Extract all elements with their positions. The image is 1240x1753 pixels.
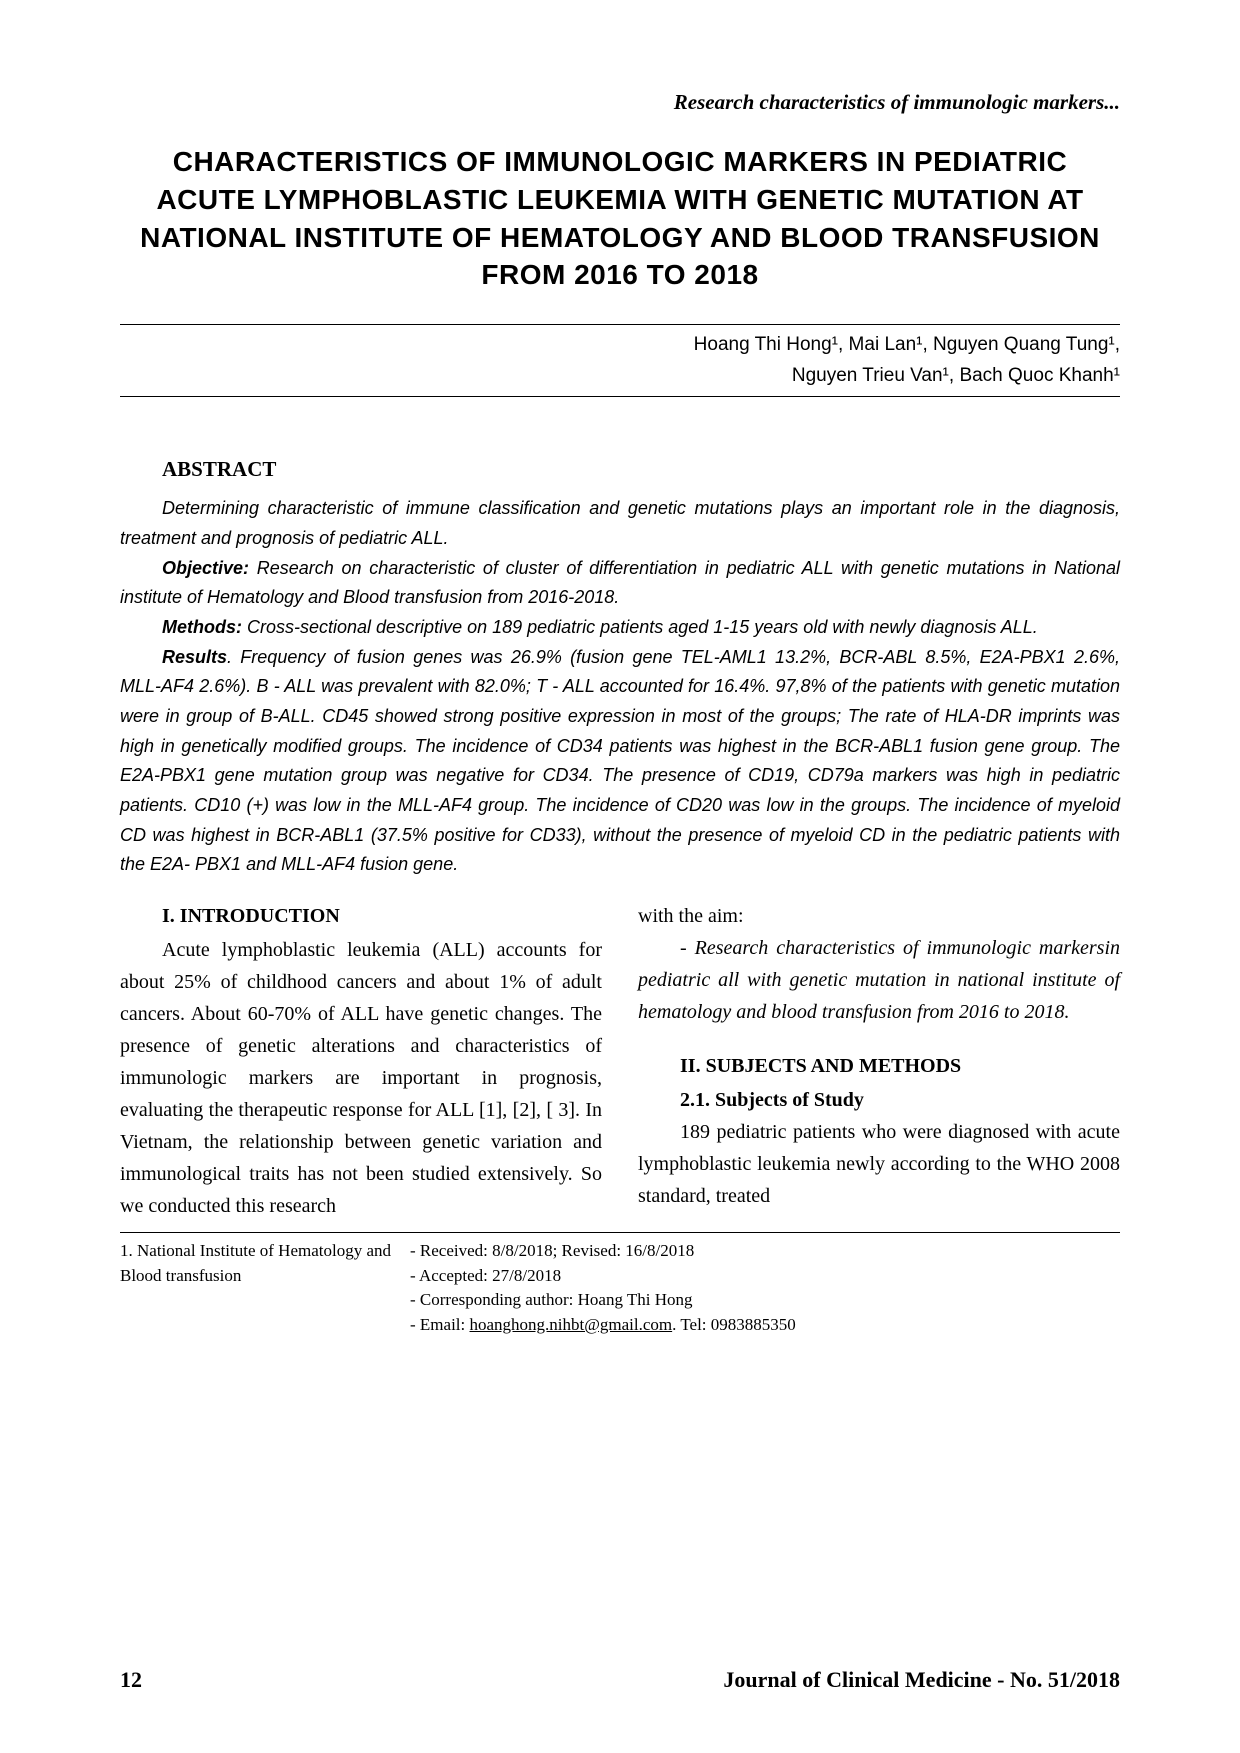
journal-name: Journal of Clinical Medicine - No. 51/20… xyxy=(723,1667,1120,1693)
objective-text: Research on characteristic of cluster of… xyxy=(120,558,1120,608)
authors-line-1: Hoang Thi Hong¹, Mai Lan¹, Nguyen Quang … xyxy=(120,331,1120,360)
email-line: Email: hoanghong.nihbt@gmail.com. Tel: 0… xyxy=(410,1313,1120,1338)
abstract-heading: ABSTRACT xyxy=(162,457,1120,482)
results-label: Results xyxy=(162,647,227,667)
right-column: with the aim: - Research characteristics… xyxy=(638,900,1120,1222)
objective-label: Objective: xyxy=(162,558,249,578)
email-address: hoanghong.nihbt@gmail.com xyxy=(470,1315,673,1334)
article-title: CHARACTERISTICS OF IMMUNOLOGIC MARKERS I… xyxy=(120,143,1120,294)
left-column: I. INTRODUCTION Acute lymphoblastic leuk… xyxy=(120,900,602,1222)
received-line: Received: 8/8/2018; Revised: 16/8/2018 xyxy=(410,1239,1120,1264)
footnotes: 1. National Institute of Hematology and … xyxy=(120,1239,1120,1338)
tel: . Tel: 0983885350 xyxy=(672,1315,796,1334)
corresponding-line: Corresponding author: Hoang Thi Hong xyxy=(410,1288,1120,1313)
abstract-intro: Determining characteristic of immune cla… xyxy=(120,494,1120,553)
author-divider-top xyxy=(120,324,1120,325)
accepted-line: Accepted: 27/8/2018 xyxy=(410,1264,1120,1289)
author-divider-bottom xyxy=(120,396,1120,397)
introduction-text: Acute lymphoblastic leukemia (ALL) accou… xyxy=(120,934,602,1222)
aim-prefix: with the aim: xyxy=(638,900,1120,932)
running-header: Research characteristics of immunologic … xyxy=(120,90,1120,115)
subjects-heading: II. SUBJECTS AND METHODS xyxy=(638,1050,1120,1082)
abstract-methods: Methods: Cross-sectional descriptive on … xyxy=(120,613,1120,643)
methods-text: Cross-sectional descriptive on 189 pedia… xyxy=(242,617,1038,637)
footnote-details: Received: 8/8/2018; Revised: 16/8/2018 A… xyxy=(410,1239,1120,1338)
abstract-results: Results. Frequency of fusion genes was 2… xyxy=(120,643,1120,881)
affiliation: 1. National Institute of Hematology and … xyxy=(120,1239,410,1338)
abstract-body: Determining characteristic of immune cla… xyxy=(120,494,1120,880)
page-footer: 12 Journal of Clinical Medicine - No. 51… xyxy=(120,1667,1120,1693)
abstract-objective: Objective: Research on characteristic of… xyxy=(120,554,1120,613)
footnote-divider xyxy=(120,1232,1120,1233)
subjects-subheading: 2.1. Subjects of Study xyxy=(638,1084,1120,1116)
aim-text: - Research characteristics of immunologi… xyxy=(638,932,1120,1028)
page-number: 12 xyxy=(120,1667,142,1693)
body-columns: I. INTRODUCTION Acute lymphoblastic leuk… xyxy=(120,900,1120,1222)
methods-label: Methods: xyxy=(162,617,242,637)
authors-line-2: Nguyen Trieu Van¹, Bach Quoc Khanh¹ xyxy=(120,362,1120,391)
subjects-text: 189 pediatric patients who were diagnose… xyxy=(638,1116,1120,1212)
results-text: . Frequency of fusion genes was 26.9% (f… xyxy=(120,647,1120,875)
introduction-heading: I. INTRODUCTION xyxy=(120,900,602,932)
email-label: Email: xyxy=(420,1315,470,1334)
